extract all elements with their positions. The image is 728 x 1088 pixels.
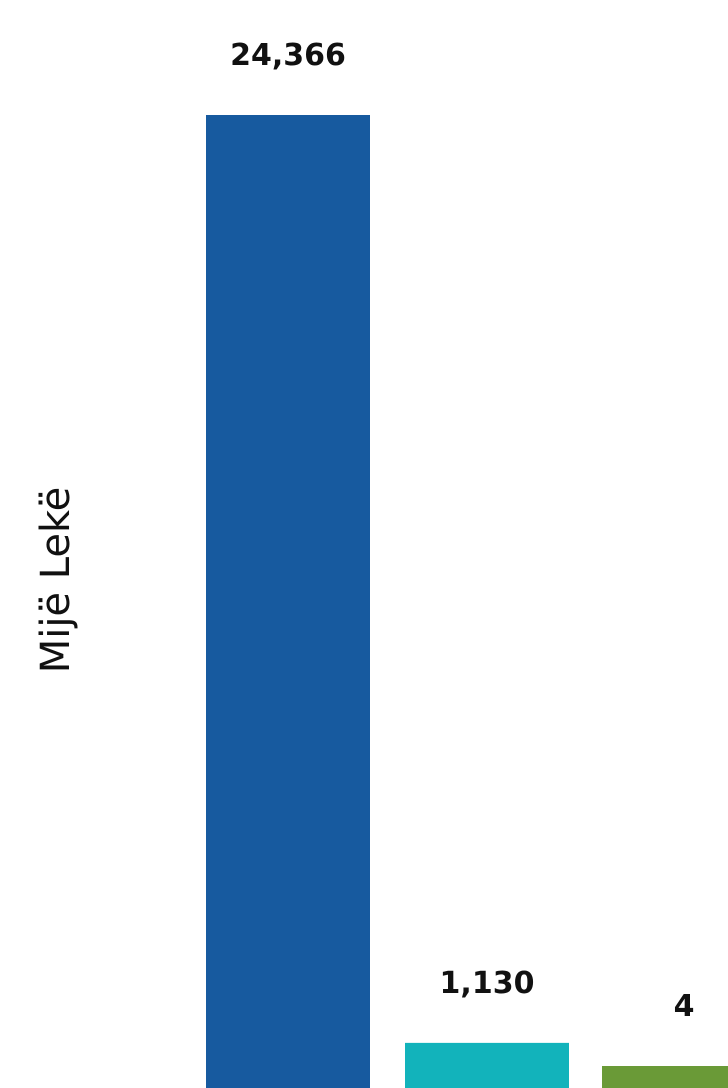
- bar-3-value-label: 4: [674, 989, 695, 1024]
- bar-1: [206, 115, 370, 1088]
- bar-1-value-label: 24,366: [230, 38, 346, 73]
- bar-2: [405, 1043, 569, 1088]
- bar-3: [602, 1066, 728, 1088]
- bar-2-value-label: 1,130: [440, 966, 535, 1001]
